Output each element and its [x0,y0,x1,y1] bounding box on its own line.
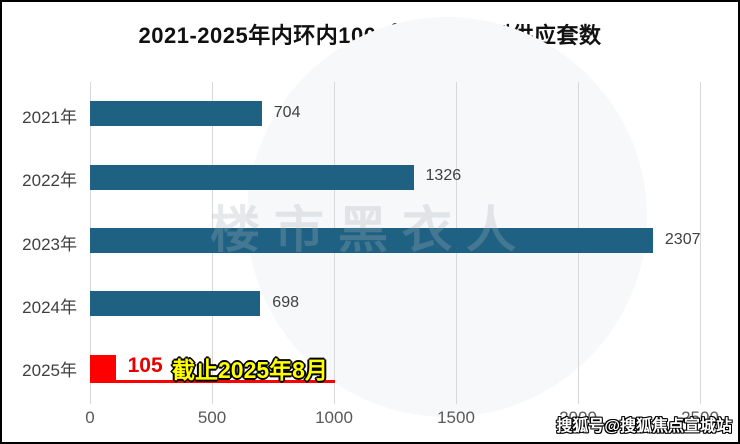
watermark-circle-logo [247,17,647,417]
y-axis-label-2023年: 2023年 [22,234,77,254]
y-axis-label-2024年: 2024年 [22,297,77,317]
bar-2024年 [90,291,261,317]
y-axis-label-2021年: 2021年 [22,107,77,127]
annotation-red-underline [90,379,335,383]
plot-area: 0 500 1000 1500 2000 2500 704 1326 2307 698 105 截止2… [85,82,719,427]
value-label-2025年: 105 [127,354,163,378]
gridline-x-2500 [700,82,701,404]
bar-2025年 [90,354,116,380]
x-tick-label-0: 0 [85,408,95,427]
bar-2023年 [90,228,653,253]
y-axis-label-2022年: 2022年 [22,171,77,191]
x-tick-label-2000: 2000 [559,408,597,427]
y-axis-label-2025年: 2025年 [22,361,77,381]
bar-2022年 [90,164,414,190]
x-tick-label-500: 500 [197,408,227,427]
y-axis-labels: 2021年 2022年 2023年 2024年 2025年 [2,82,80,399]
x-tick-label-1000: 1000 [315,408,353,427]
value-label-2021年: 704 [273,103,301,121]
bar-2021年 [90,101,262,127]
value-label-2024年: 698 [272,293,299,311]
annotation-as-of-date: 截止2025年8月 [171,357,328,385]
value-label-2023年: 2307 [664,230,701,248]
value-label-2022年: 1326 [425,167,462,185]
x-tick-label-1500: 1500 [437,408,475,427]
x-tick-label-2500: 2500 [681,408,719,427]
watermark-bottom-right: 搜狐号@搜狐焦点宣城站 [556,418,732,435]
